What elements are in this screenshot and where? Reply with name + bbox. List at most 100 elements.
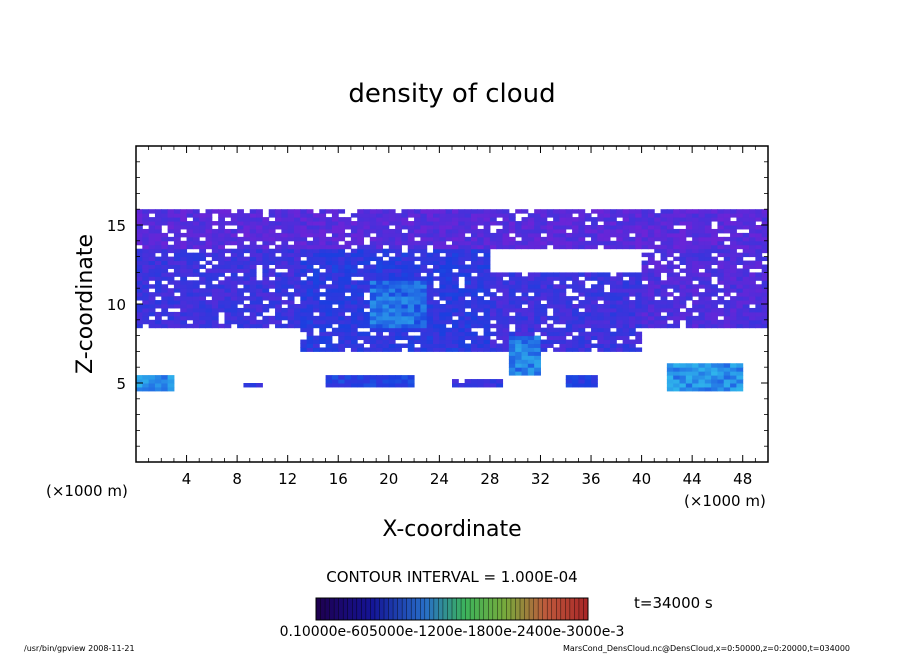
cloud-cell (249, 221, 257, 226)
cloud-cell (508, 304, 516, 309)
cloud-cell (325, 319, 333, 325)
cloud-cell (376, 260, 383, 265)
cloud-cell (742, 284, 750, 289)
cloud-cell (426, 327, 434, 333)
cloud-cell (616, 225, 624, 230)
cloud-cell (401, 292, 409, 297)
cloud-cell (489, 379, 497, 384)
cloud-cell (439, 240, 447, 246)
cloud-cell (407, 248, 415, 254)
cloud-cell (692, 228, 699, 234)
cloud-cell (496, 236, 504, 242)
cloud-cell (319, 347, 327, 352)
cloud-cell (300, 213, 308, 218)
cloud-cell (654, 217, 662, 222)
cloud-cell (622, 240, 630, 246)
cloud-cell (761, 292, 769, 297)
cloud-cell (148, 268, 156, 273)
cloud-cell (584, 311, 592, 317)
cloud-cell (717, 300, 725, 305)
cloud-cell (698, 319, 706, 325)
cloud-cell (350, 236, 358, 242)
cloud-cell (433, 323, 440, 329)
cloud-cell (211, 264, 219, 269)
cloud-cell (161, 296, 169, 301)
cloud-cell (698, 256, 706, 262)
cloud-cell (584, 323, 592, 329)
cloud-cell (142, 319, 150, 325)
cloud-cell (230, 256, 238, 262)
cloud-cell (572, 221, 579, 226)
cloud-cell (262, 256, 270, 262)
cloud-cell (331, 319, 339, 325)
cloud-cell (704, 228, 712, 234)
cloud-cell (439, 244, 447, 250)
cloud-cell (154, 256, 162, 262)
cloud-cell (628, 311, 636, 317)
cloud-cell (148, 296, 156, 301)
cloud-cell (647, 323, 655, 329)
cloud-cell (591, 288, 598, 293)
colorbar-swatch (388, 598, 394, 620)
cloud-cell (635, 225, 643, 230)
cloud-cell (559, 347, 567, 352)
cloud-cell (268, 304, 276, 309)
cloud-cell (628, 315, 636, 321)
cloud-cell (414, 319, 421, 325)
cloud-cell (679, 375, 687, 380)
cloud-cell (306, 307, 314, 313)
cloud-cell (275, 221, 282, 226)
cloud-cell (452, 339, 459, 344)
cloud-cell (534, 228, 541, 234)
cloud-cell (136, 228, 143, 234)
cloud-cell (376, 280, 383, 285)
cloud-cell (344, 379, 352, 384)
cloud-cell (369, 288, 377, 293)
cloud-cell (262, 272, 270, 277)
cloud-cell (483, 276, 491, 281)
cloud-cell (591, 272, 598, 277)
cloud-cell (357, 383, 365, 388)
cloud-cell (698, 244, 706, 250)
cloud-cell (736, 276, 744, 281)
cloud-cell (433, 228, 440, 234)
cloud-cell (445, 280, 453, 285)
cloud-cell (464, 311, 472, 317)
cloud-cell (142, 292, 150, 297)
cloud-cell (458, 331, 466, 337)
cloud-cell (357, 323, 365, 329)
cloud-cell (496, 323, 504, 329)
cloud-cell (515, 272, 523, 277)
cloud-cell (477, 248, 485, 254)
cloud-cell (628, 236, 636, 242)
cloud-cell (470, 331, 478, 337)
cloud-cell (369, 307, 377, 313)
cloud-cell (420, 296, 428, 301)
cloud-cell (572, 217, 579, 222)
cloud-cell (685, 363, 693, 368)
cloud-cell (186, 256, 194, 262)
cloud-cell (489, 232, 497, 238)
cloud-cell (584, 288, 592, 293)
cloud-cell (180, 300, 188, 305)
cloud-cell (692, 367, 699, 372)
cloud-cell (723, 304, 731, 309)
cloud-cell (483, 272, 491, 277)
cloud-cell (268, 272, 276, 277)
cloud-cell (243, 236, 251, 242)
cloud-cell (622, 217, 630, 222)
colorbar-swatch (529, 598, 534, 620)
cloud-cell (376, 236, 383, 242)
x-tick-label: 28 (480, 470, 499, 488)
cloud-cell (192, 260, 200, 265)
cloud-cell (249, 284, 257, 289)
cloud-cell (692, 288, 699, 293)
cloud-cell (540, 339, 548, 344)
cloud-cell (395, 256, 402, 262)
colorbar-swatch (497, 598, 503, 620)
cloud-cell (376, 311, 383, 317)
cloud-cell (287, 209, 295, 214)
cloud-cell (420, 236, 428, 242)
cloud-cell (395, 232, 402, 238)
cloud-cell (477, 221, 485, 226)
